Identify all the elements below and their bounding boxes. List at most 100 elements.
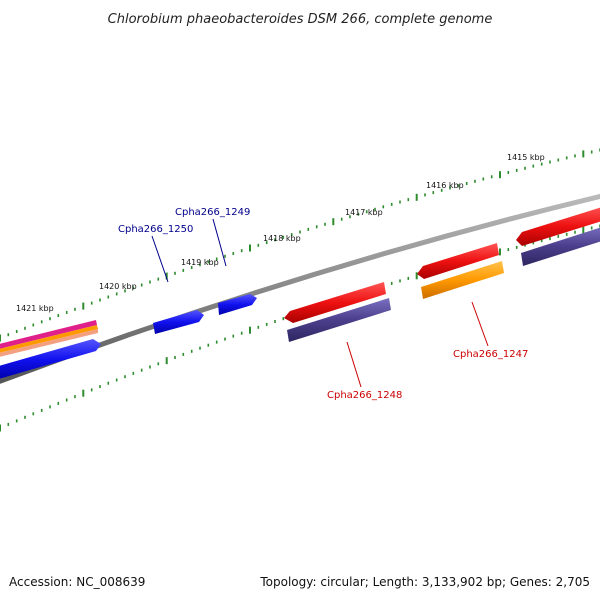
inner-minor-tick (65, 398, 68, 402)
outer-minor-tick (474, 179, 476, 183)
outer-minor-tick (65, 310, 68, 314)
outer-minor-tick (124, 289, 126, 293)
outer-minor-tick (7, 333, 10, 337)
outer-minor-tick (240, 249, 243, 253)
inner-minor-tick (590, 226, 593, 230)
gene-label-cpha266-1250[interactable]: Cpha266_1250 (118, 224, 193, 235)
gene-label-cpha266-1247[interactable]: Cpha266_1247 (453, 349, 528, 360)
outer-minor-tick (74, 307, 76, 311)
outer-minor-tick (365, 210, 368, 214)
tick-label-1420: 1420 kbp (99, 282, 137, 291)
inner-minor-tick (407, 276, 410, 280)
outer-major-tick (499, 171, 501, 179)
outer-minor-tick (532, 164, 535, 168)
tick-label-1417: 1417 kbp (345, 208, 383, 217)
outer-minor-tick (182, 268, 185, 272)
gene-cpha266-1248-feature (287, 298, 391, 342)
outer-minor-tick (90, 301, 93, 305)
gene-cpha266-1248-arrow[interactable] (284, 282, 386, 323)
inner-minor-tick (115, 378, 118, 382)
accession-text: Accession: NC_008639 (9, 575, 145, 589)
gene-label-cpha266-1248[interactable]: Cpha266_1248 (327, 390, 402, 401)
inner-minor-tick (399, 279, 401, 283)
outer-minor-tick (440, 188, 443, 192)
outer-major-tick (0, 334, 1, 342)
cds-blue-left (0, 339, 101, 379)
inner-minor-tick (24, 415, 26, 419)
tick-label-1415: 1415 kbp (507, 153, 545, 162)
outer-minor-tick (382, 205, 385, 209)
cds-magenta (0, 320, 97, 349)
inner-minor-tick (215, 340, 218, 344)
outer-minor-tick (507, 171, 510, 174)
outer-minor-tick (24, 326, 26, 330)
inner-minor-tick (157, 362, 160, 366)
leader-line-1247 (471, 301, 489, 347)
outer-minor-tick (540, 162, 543, 166)
outer-minor-tick (549, 160, 551, 164)
outer-minor-tick (574, 154, 576, 158)
inner-minor-tick (32, 412, 35, 416)
gene-cpha266-1249-arrow[interactable] (218, 294, 257, 315)
cds-salmon (0, 329, 98, 357)
outer-minor-tick (457, 184, 460, 188)
inner-minor-tick (540, 239, 543, 243)
inner-minor-tick (207, 343, 210, 347)
inner-minor-tick (140, 368, 143, 372)
inner-minor-tick (15, 419, 18, 423)
tick-label-1416: 1416 kbp (426, 181, 464, 190)
inner-minor-tick (190, 349, 193, 353)
inner-minor-tick (257, 325, 260, 329)
inner-minor-tick (182, 352, 185, 356)
outer-major-tick (82, 302, 85, 310)
inner-minor-tick (99, 385, 101, 389)
left-edge-cds-group (0, 320, 101, 379)
inner-minor-tick (240, 331, 243, 335)
outer-minor-tick (15, 330, 18, 333)
outer-minor-tick (315, 225, 318, 229)
outer-minor-tick (157, 277, 160, 281)
outer-major-tick (582, 150, 585, 158)
cds-orange-left (0, 325, 98, 353)
outer-minor-tick (490, 175, 493, 179)
outer-minor-tick (432, 191, 435, 195)
inner-minor-tick (7, 422, 10, 426)
outer-minor-tick (215, 257, 218, 261)
inner-minor-tick (90, 388, 93, 392)
inner-minor-tick (124, 375, 126, 379)
outer-minor-tick (207, 260, 210, 264)
leader-line-1249 (212, 218, 227, 267)
inner-minor-tick (174, 356, 176, 359)
inner-minor-tick (390, 281, 393, 285)
inner-minor-tick (515, 245, 518, 249)
inner-minor-tick (282, 317, 285, 321)
inner-minor-tick (265, 322, 268, 326)
outer-minor-tick (290, 233, 293, 237)
outer-minor-tick (449, 186, 451, 190)
outer-minor-tick (274, 238, 276, 242)
inner-minor-tick (49, 405, 51, 409)
outer-minor-tick (390, 202, 393, 206)
outer-major-tick (415, 193, 418, 201)
outer-minor-tick (524, 166, 526, 170)
inner-minor-tick (274, 320, 276, 323)
gene-cpha266-1250-arrow[interactable] (153, 310, 204, 334)
genome-summary-text: Topology: circular; Length: 3,133,902 bp… (259, 575, 590, 589)
outer-minor-tick (407, 198, 410, 202)
gene-label-cpha266-1249[interactable]: Cpha266_1249 (175, 207, 250, 218)
leader-line-1248 (346, 341, 362, 388)
inner-minor-tick (199, 346, 201, 350)
outer-minor-tick (265, 241, 268, 245)
outer-minor-tick (324, 222, 326, 226)
inner-minor-tick (524, 243, 526, 247)
outer-minor-tick (282, 235, 285, 239)
gene-cpha266-1247-arrow[interactable] (417, 243, 499, 279)
inner-major-tick (0, 424, 1, 432)
inner-minor-tick (557, 234, 560, 238)
outer-minor-tick (299, 230, 301, 234)
tick-label-1421: 1421 kbp (16, 304, 54, 313)
outer-minor-tick (199, 263, 201, 267)
outer-major-tick (165, 272, 168, 280)
outer-minor-tick (132, 286, 135, 290)
